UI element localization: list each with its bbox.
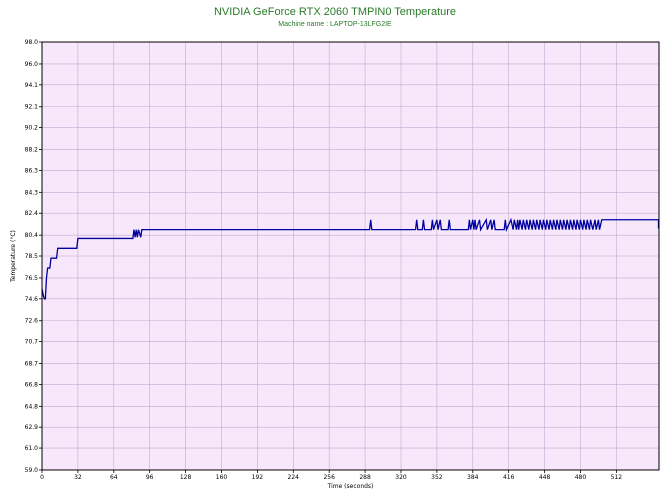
x-tick-label: 288 <box>359 474 371 481</box>
y-tick-label: 64.8 <box>25 403 39 410</box>
y-tick-label: 62.9 <box>25 424 39 431</box>
y-tick-label: 72.6 <box>25 318 39 325</box>
y-tick-label: 84.3 <box>25 189 39 196</box>
x-tick-label: 320 <box>395 474 407 481</box>
y-tick-label: 70.7 <box>25 339 39 346</box>
y-tick-label: 76.5 <box>25 275 39 282</box>
y-tick-label: 90.2 <box>25 125 39 132</box>
x-tick-label: 0 <box>40 474 44 481</box>
y-tick-label: 88.2 <box>25 147 39 154</box>
series-line <box>41 217 660 300</box>
x-tick-label: 224 <box>288 474 300 481</box>
y-tick-label: 74.6 <box>25 296 39 303</box>
x-tick-label: 416 <box>503 474 515 481</box>
x-axis: 0 32 64 96 128 160 192 224 256 288 320 352 384 416 448… <box>40 470 622 481</box>
x-tick-label: 192 <box>252 474 264 481</box>
y-tick-label: 98.0 <box>25 39 39 46</box>
x-tick-label: 352 <box>431 474 443 481</box>
y-tick-label: 61.0 <box>25 445 39 452</box>
x-tick-label: 448 <box>539 474 551 481</box>
plot-border <box>41 41 660 471</box>
x-tick-label: 384 <box>467 474 479 481</box>
x-tick-label: 480 <box>575 474 587 481</box>
y-tick-label: 86.3 <box>25 167 39 174</box>
x-tick-label: 160 <box>216 474 228 481</box>
x-tick-label: 64 <box>110 474 118 481</box>
y-axis: 98.0 96.0 94.1 92.1 90.2 88.2 86.3 84.3 82.4 80.4… <box>25 39 42 474</box>
y-tick-label: 92.1 <box>25 104 39 111</box>
chart-subtitle: Machine name : LAPTOP-13LFG2IE <box>278 21 392 28</box>
x-tick-label: 96 <box>146 474 154 481</box>
y-tick-label: 94.1 <box>25 82 39 89</box>
y-tick-label: 96.0 <box>25 61 39 68</box>
x-tick-label: 128 <box>180 474 192 481</box>
y-axis-label: Temperature (°C) <box>10 230 17 283</box>
x-tick-label: 256 <box>323 474 335 481</box>
x-axis-label: Time (seconds) <box>327 483 374 490</box>
x-tick-label: 512 <box>611 474 623 481</box>
y-tick-label: 78.5 <box>25 253 39 260</box>
y-tick-label: 82.4 <box>25 210 39 217</box>
y-tick-label: 68.7 <box>25 361 39 368</box>
x-tick-label: 32 <box>74 474 82 481</box>
y-tick-label: 59.0 <box>25 467 39 474</box>
chart-title: NVIDIA GeForce RTX 2060 TMPIN0 Temperatu… <box>213 6 457 18</box>
y-tick-label: 80.4 <box>25 232 39 239</box>
y-tick-label: 66.8 <box>25 381 39 388</box>
